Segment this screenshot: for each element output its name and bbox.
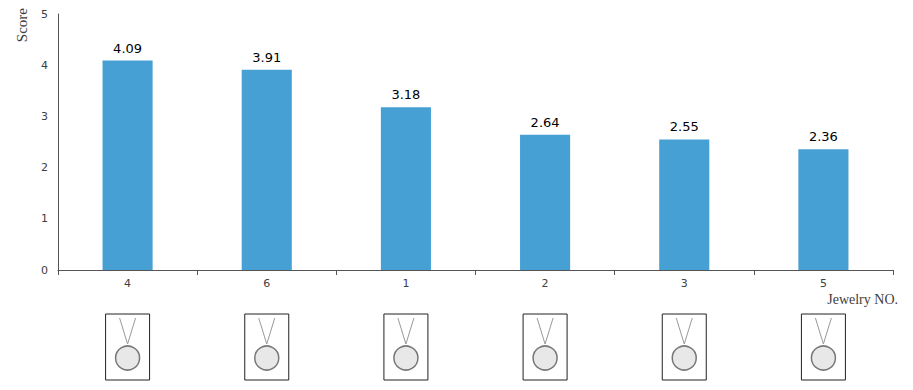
svg-text:3: 3 [681,277,688,290]
svg-text:0: 0 [41,264,48,277]
svg-text:2: 2 [41,161,48,174]
svg-text:4: 4 [41,59,48,72]
svg-text:Jewelry NO.: Jewelry NO. [827,292,898,307]
svg-text:2.55: 2.55 [670,119,699,134]
svg-text:5: 5 [820,277,827,290]
svg-text:4.09: 4.09 [113,41,142,56]
svg-text:3: 3 [41,110,48,123]
svg-text:1: 1 [41,212,48,225]
svg-text:1: 1 [402,277,409,290]
svg-text:2: 2 [542,277,549,290]
svg-text:4: 4 [124,277,131,290]
svg-text:Score: Score [14,8,30,42]
svg-text:6: 6 [263,277,270,290]
svg-text:3.91: 3.91 [252,50,281,65]
svg-text:5: 5 [41,8,48,21]
svg-text:2.64: 2.64 [531,115,560,130]
svg-text:2.36: 2.36 [809,129,838,144]
svg-text:3.18: 3.18 [391,87,420,102]
